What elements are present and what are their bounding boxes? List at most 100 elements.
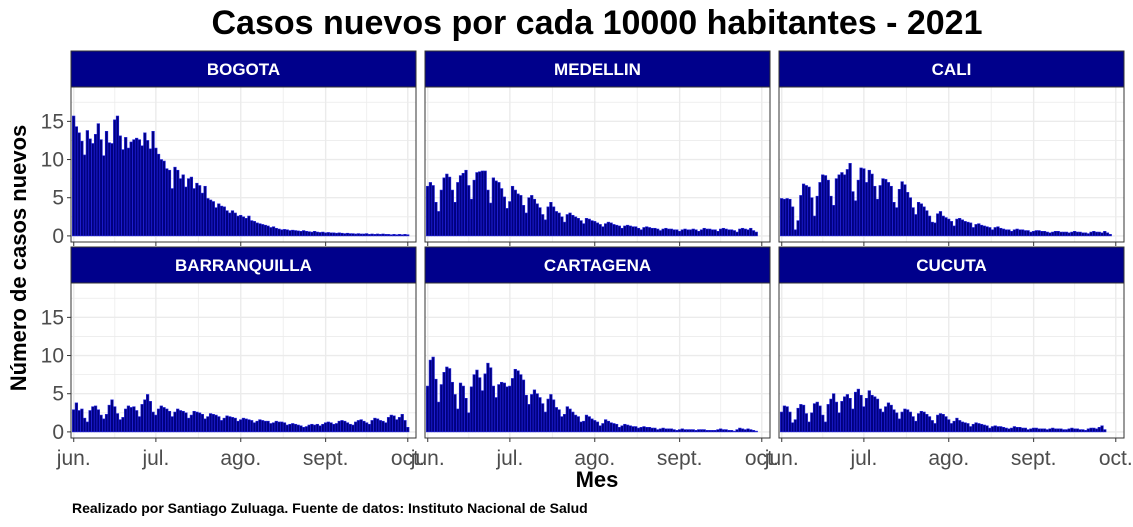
- bar: [403, 420, 407, 433]
- bar: [974, 422, 978, 433]
- bar: [1089, 427, 1093, 433]
- bar: [323, 232, 328, 237]
- bar: [143, 399, 147, 433]
- bar: [738, 427, 742, 433]
- bar: [159, 405, 163, 433]
- x-tick-label: oct.: [391, 447, 425, 470]
- bar: [447, 176, 452, 237]
- bar: [187, 178, 191, 237]
- bar: [1026, 230, 1030, 237]
- bar: [211, 414, 215, 433]
- bar: [985, 425, 989, 433]
- facet-label: CALI: [932, 60, 972, 79]
- bar: [318, 425, 322, 433]
- bar: [818, 405, 822, 433]
- bar: [110, 143, 114, 237]
- bar: [203, 185, 207, 237]
- x-tick-label: oct.: [1099, 447, 1133, 470]
- bar: [538, 207, 542, 237]
- bar: [1094, 231, 1099, 237]
- bar: [900, 181, 904, 237]
- bar: [359, 419, 363, 433]
- bar: [634, 426, 638, 433]
- bar: [628, 225, 632, 237]
- bar: [749, 227, 753, 237]
- bar: [793, 419, 797, 433]
- bar: [151, 411, 155, 433]
- bar: [291, 229, 295, 237]
- bar: [285, 424, 289, 433]
- bar: [573, 216, 578, 237]
- bar: [1062, 429, 1066, 433]
- panel-background: [71, 283, 416, 438]
- bar: [601, 423, 605, 433]
- bar: [675, 430, 679, 433]
- bar: [625, 424, 630, 433]
- bar: [966, 423, 970, 433]
- bar: [173, 166, 177, 237]
- bar: [93, 134, 98, 237]
- x-tick-label: ago.: [574, 447, 615, 470]
- bar: [549, 202, 553, 237]
- bar: [426, 185, 430, 237]
- bar: [705, 430, 709, 433]
- bar: [99, 139, 103, 237]
- bar: [936, 213, 940, 237]
- bar: [184, 412, 188, 433]
- bar: [472, 179, 476, 237]
- bar: [1004, 229, 1008, 237]
- facet-strip: [70, 246, 417, 284]
- bar: [1042, 428, 1047, 433]
- bar: [650, 427, 654, 433]
- bar: [892, 409, 896, 433]
- bar: [628, 425, 632, 433]
- bar: [1075, 231, 1079, 237]
- bar: [623, 423, 627, 433]
- bar: [519, 195, 523, 237]
- bar: [799, 195, 803, 237]
- bar: [941, 414, 945, 433]
- bar: [1045, 429, 1049, 433]
- bar: [1037, 428, 1041, 433]
- bar: [658, 230, 663, 237]
- bar: [661, 228, 665, 237]
- bar: [977, 423, 981, 433]
- bar: [156, 153, 161, 237]
- bar: [614, 224, 619, 237]
- bar: [499, 188, 504, 237]
- bar: [1018, 229, 1022, 237]
- bar: [897, 418, 902, 433]
- bar: [669, 228, 673, 237]
- bar: [348, 423, 352, 433]
- bar: [960, 421, 964, 433]
- bar: [716, 231, 720, 237]
- bar: [565, 406, 569, 433]
- bar: [456, 182, 460, 237]
- bar: [442, 177, 446, 237]
- bar: [691, 228, 695, 237]
- panel-cartagena: CARTAGENA: [424, 246, 771, 439]
- bar: [843, 396, 847, 433]
- bar: [107, 404, 111, 433]
- bar: [930, 420, 934, 433]
- bar: [587, 416, 591, 433]
- bar: [214, 414, 218, 433]
- bar: [672, 229, 676, 237]
- bar: [121, 417, 125, 433]
- bar: [1045, 231, 1049, 237]
- bar: [1029, 428, 1033, 433]
- bar: [260, 224, 265, 237]
- bar: [280, 229, 284, 237]
- bar: [362, 233, 366, 237]
- bar: [705, 228, 709, 237]
- bar: [721, 429, 725, 433]
- bar: [365, 233, 369, 237]
- bar: [334, 232, 339, 237]
- bar: [159, 159, 163, 237]
- bar: [146, 140, 150, 237]
- bar: [834, 401, 839, 433]
- bar: [486, 189, 490, 237]
- bar: [1012, 426, 1017, 433]
- bar: [647, 427, 652, 433]
